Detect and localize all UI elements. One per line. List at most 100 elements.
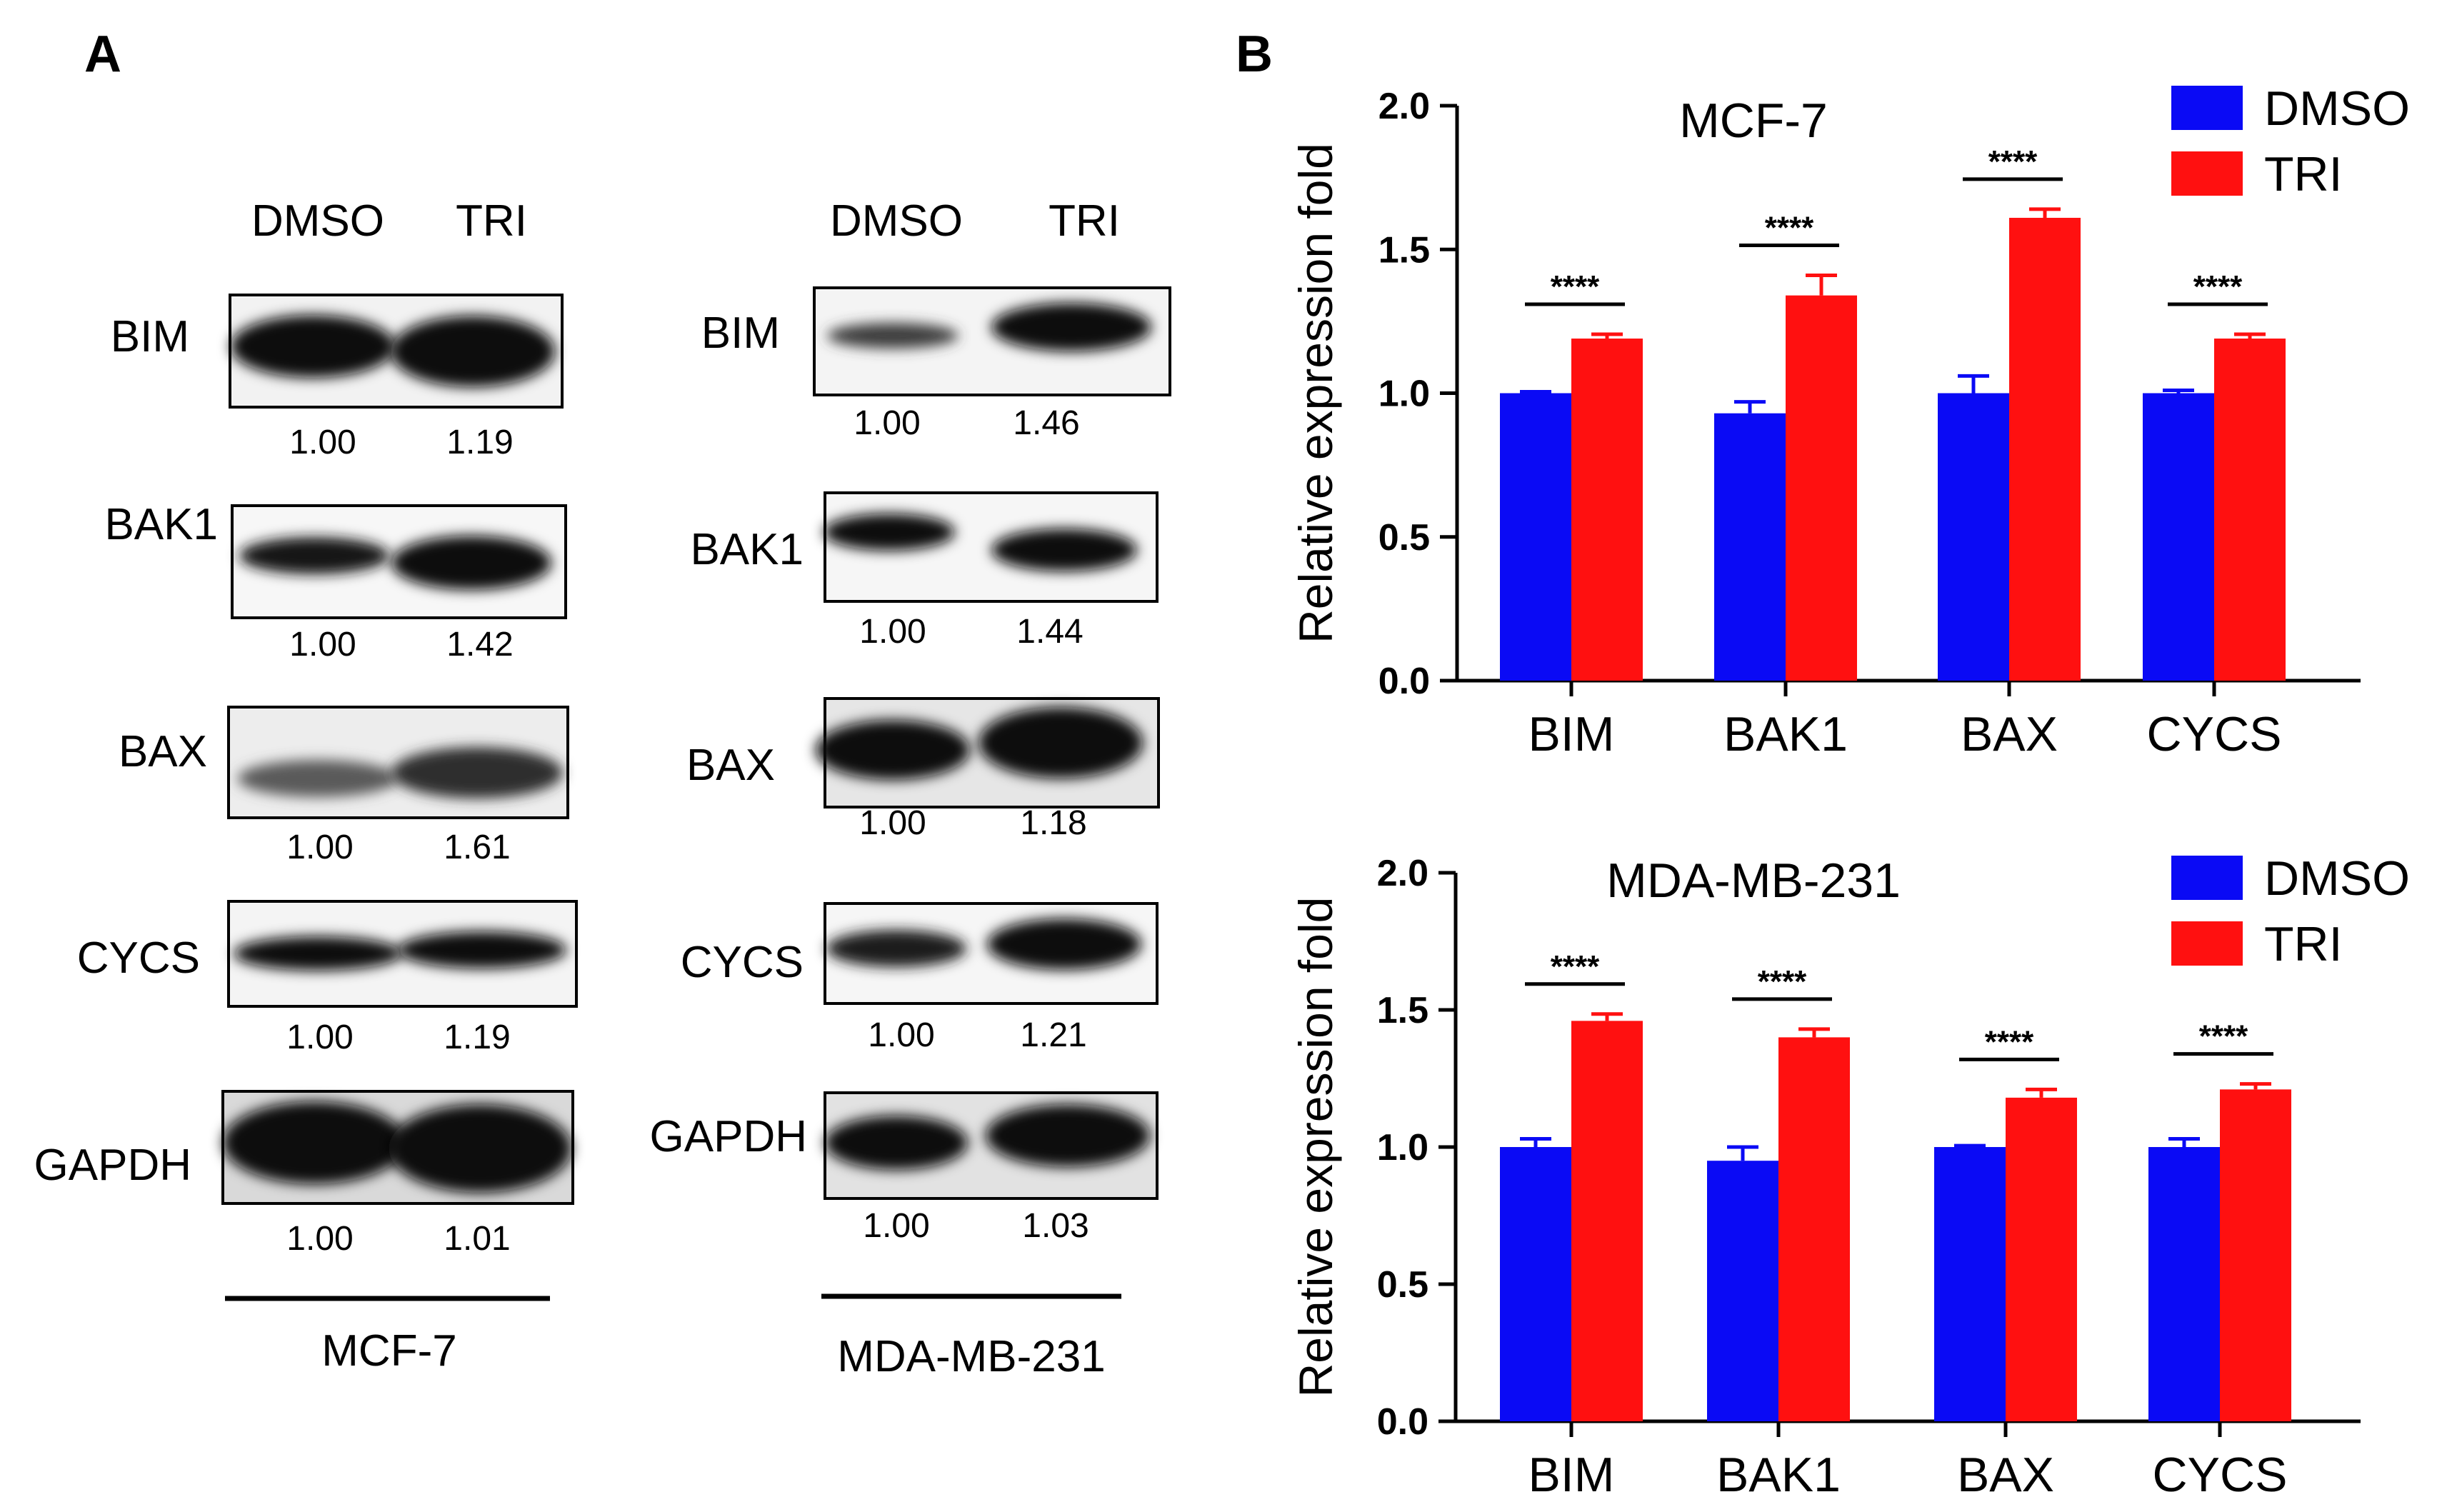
mcf7-value-bax-dmso: 1.00: [286, 828, 353, 866]
significance-label: ****: [1551, 269, 1600, 304]
significance-label: ****: [1985, 1024, 2034, 1059]
bar-dmso: [1500, 393, 1571, 681]
y-tick-label: 0.0: [1378, 661, 1430, 702]
legend-swatch-dmso: [2171, 86, 2243, 130]
mda-value-bak1-dmso: 1.00: [859, 613, 926, 651]
panel-a-label: A: [84, 26, 121, 83]
category-label: BAX: [1961, 707, 2058, 761]
mda-value-gapdh-tri: 1.03: [1022, 1207, 1089, 1245]
legend-swatch-dmso: [2171, 856, 2243, 900]
mcf7-band-gapdh-dmso: [223, 1101, 406, 1184]
mda-band-bim-tri: [991, 303, 1151, 351]
mda-protein-label-gapdh: GAPDH: [650, 1112, 807, 1161]
chart-mcf7: 0.0 0.5 1.0 1.5 2.0 Relative expression fold M…: [1289, 81, 2410, 761]
y-tick-label: 1.5: [1377, 990, 1428, 1031]
mcf7-band-cycs-dmso: [234, 936, 402, 971]
mcf7-band-bim-dmso: [231, 315, 395, 378]
mcf7-value-bim-dmso: 1.00: [289, 424, 356, 461]
significance-label: ****: [2199, 1019, 2248, 1054]
legend-label-tri: TRI: [2264, 147, 2343, 201]
bar-tri: [1571, 1021, 1643, 1421]
mcf7-protein-label-bim: BIM: [111, 312, 189, 361]
mda-value-bax-dmso: 1.00: [859, 804, 926, 842]
mcf7-protein-label-cycs: CYCS: [77, 933, 200, 983]
bar-dmso: [2143, 393, 2214, 681]
mcf7-value-cycs-dmso: 1.00: [286, 1018, 353, 1056]
mda-band-cycs-tri: [987, 918, 1141, 970]
mcf7-condition-dmso: DMSO: [251, 196, 384, 246]
mcf7-band-cycs-tri: [398, 931, 566, 968]
bar-dmso: [1938, 393, 2009, 681]
mcf7-band-bak1-dmso: [239, 537, 389, 574]
mcf7-value-bim-tri: 1.19: [446, 424, 513, 461]
mcf7-value-gapdh-tri: 1.01: [444, 1220, 510, 1258]
significance-label: ****: [1765, 210, 1814, 245]
mcf7-value-bak1-dmso: 1.00: [289, 626, 356, 664]
mda-protein-label-bak1: BAK1: [690, 525, 804, 574]
mda-condition-tri: TRI: [1049, 196, 1120, 246]
y-tick-label: 0.5: [1378, 517, 1430, 559]
mda-protein-label-cycs: CYCS: [681, 938, 804, 987]
y-tick-label: 0.5: [1377, 1264, 1428, 1306]
mda-value-bak1-tri: 1.44: [1016, 613, 1083, 651]
mda-band-bax-dmso: [816, 720, 970, 780]
mda-protein-label-bax: BAX: [686, 741, 775, 790]
mcf7-condition-tri: TRI: [456, 196, 527, 246]
mda-band-bak1-tri: [991, 529, 1137, 571]
y-tick-label: 1.0: [1377, 1127, 1428, 1168]
category-label: BIM: [1528, 707, 1615, 761]
mda-band-gapdh-dmso: [825, 1116, 968, 1170]
significance-label: ****: [1988, 144, 2038, 179]
bar-tri: [2220, 1089, 2291, 1421]
bar-dmso: [2148, 1147, 2220, 1421]
category-label: BAX: [1957, 1448, 2054, 1502]
legend-swatch-tri: [2171, 151, 2243, 196]
mda-band-gapdh-tri: [986, 1104, 1150, 1167]
mcf7-cell-line-label: MCF-7: [321, 1326, 456, 1376]
mcf7-value-bak1-tri: 1.42: [446, 626, 513, 664]
bar-tri: [2214, 339, 2286, 681]
mcf7-band-bak1-tri: [391, 536, 551, 590]
mcf7-protein-label-bax: BAX: [119, 727, 207, 776]
y-axis-label: Relative expression fold: [1289, 143, 1342, 644]
mda-cell-line-label: MDA-MB-231: [837, 1332, 1106, 1381]
bar-tri: [1778, 1037, 1850, 1421]
significance-label: ****: [1551, 949, 1600, 984]
blot-group-mcf7: DMSO TRI BIM 1.00 1.19 BAK1 1.00 1.42 BA…: [34, 196, 578, 1376]
y-axis-label: Relative expression fold: [1289, 897, 1342, 1398]
mda-band-bim-dmso: [827, 323, 959, 349]
bar-dmso: [1934, 1147, 2006, 1421]
panel-b-label: B: [1236, 26, 1273, 83]
chart-title: MCF-7: [1679, 94, 1828, 148]
category-label: BIM: [1528, 1448, 1615, 1502]
bar-tri: [2009, 217, 2081, 681]
mda-value-bax-tri: 1.18: [1020, 804, 1086, 842]
mcf7-protein-label-bak1: BAK1: [104, 500, 218, 549]
mda-protein-label-bim: BIM: [701, 309, 780, 358]
bar-tri: [2006, 1097, 2077, 1421]
mcf7-band-bax-tri: [391, 747, 563, 798]
mda-band-bak1-dmso: [824, 514, 955, 551]
mcf7-protein-label-gapdh: GAPDH: [34, 1141, 191, 1190]
bar-tri: [1571, 339, 1643, 681]
bar-dmso: [1500, 1147, 1571, 1421]
mda-condition-dmso: DMSO: [830, 196, 963, 246]
mda-value-gapdh-dmso: 1.00: [863, 1207, 929, 1245]
blot-group-mda: DMSO TRI BIM 1.00 1.46 BAK1 1.00 1.44 BA…: [650, 196, 1171, 1381]
y-tick-label: 0.0: [1377, 1401, 1428, 1443]
legend-swatch-tri: [2171, 921, 2243, 966]
category-label: CYCS: [2147, 707, 2282, 761]
legend-label-tri: TRI: [2264, 917, 2343, 971]
bar-dmso: [1714, 413, 1786, 681]
chart-title: MDA-MB-231: [1606, 853, 1901, 908]
mcf7-value-gapdh-dmso: 1.00: [286, 1220, 353, 1258]
y-tick-label: 1.0: [1378, 374, 1430, 415]
mcf7-value-bax-tri: 1.61: [444, 828, 510, 866]
significance-label: ****: [1758, 964, 1807, 999]
mda-value-bim-dmso: 1.00: [854, 404, 920, 442]
chart-mda: 0.0 0.5 1.0 1.5 2.0 Relative expression fold M…: [1289, 851, 2410, 1502]
mcf7-band-gapdh-tri: [389, 1104, 571, 1193]
category-label: CYCS: [2153, 1448, 2288, 1502]
y-tick-label: 2.0: [1377, 853, 1428, 894]
